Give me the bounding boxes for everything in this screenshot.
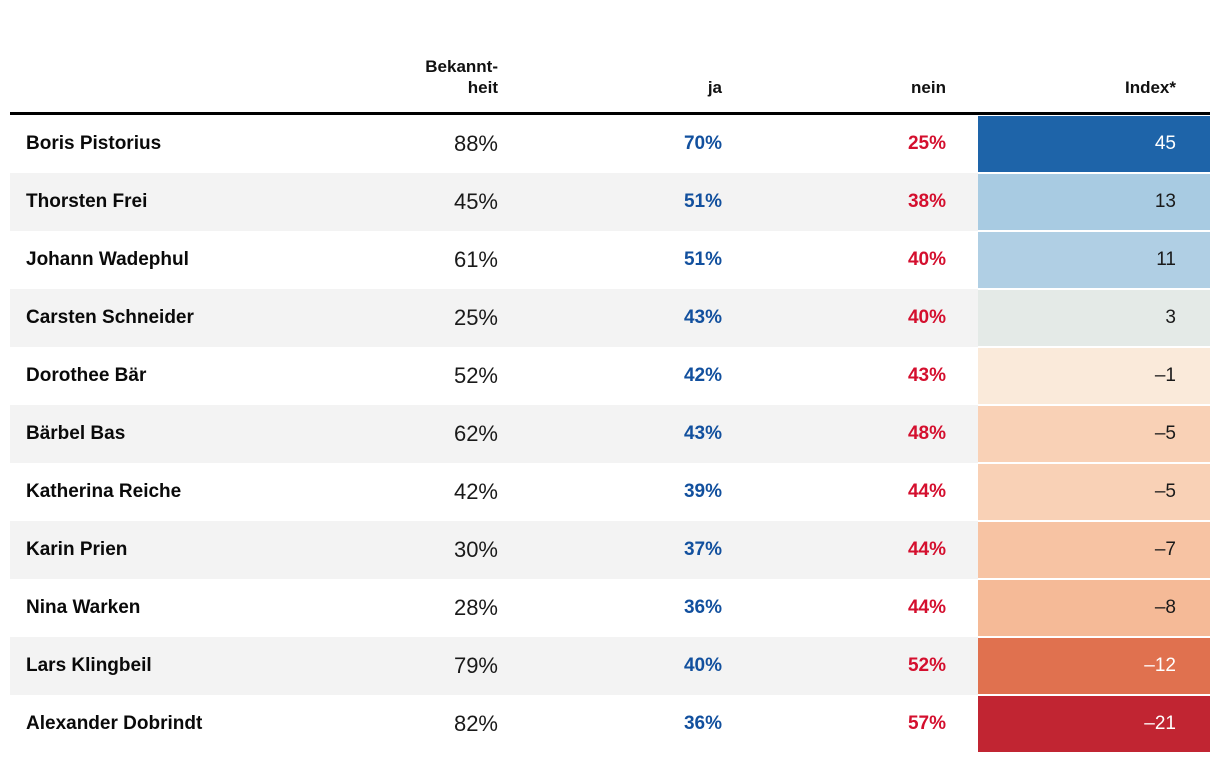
- nein-value: 44%: [907, 597, 946, 618]
- ja-value: 43%: [683, 307, 722, 328]
- table-rows: Boris Pistorius 88% 70% 25% 45 Thorsten Frei 4…: [10, 115, 1210, 753]
- index-value: 45: [978, 115, 1210, 173]
- ja-value: 36%: [683, 713, 722, 734]
- politician-name: Nina Warken: [26, 597, 141, 618]
- bekanntheit-value: 25%: [453, 305, 498, 330]
- politician-name: Alexander Dobrindt: [26, 713, 203, 734]
- ja-value: 40%: [683, 655, 722, 676]
- index-value: –7: [978, 521, 1210, 579]
- header-ja: ja: [707, 77, 722, 97]
- bekanntheit-value: 62%: [453, 421, 498, 446]
- table-row: Dorothee Bär 52% 42% 43% –1: [10, 347, 1210, 405]
- nein-value: 25%: [907, 133, 946, 154]
- bekanntheit-value: 30%: [453, 537, 498, 562]
- nein-value: 52%: [907, 655, 946, 676]
- table-row: Boris Pistorius 88% 70% 25% 45: [10, 115, 1210, 173]
- ja-value: 70%: [683, 133, 722, 154]
- nein-value: 44%: [907, 481, 946, 502]
- table-row: Karin Prien 30% 37% 44% –7: [10, 521, 1210, 579]
- bekanntheit-value: 52%: [453, 363, 498, 388]
- politician-name: Dorothee Bär: [26, 365, 147, 386]
- politician-name: Boris Pistorius: [26, 133, 162, 154]
- nein-value: 48%: [907, 423, 946, 444]
- index-value: –21: [978, 695, 1210, 753]
- table-row: Johann Wadephul 61% 51% 40% 11: [10, 231, 1210, 289]
- politician-name: Bärbel Bas: [26, 423, 126, 444]
- ja-value: 43%: [683, 423, 722, 444]
- ja-value: 39%: [683, 481, 722, 502]
- index-value: 3: [978, 289, 1210, 347]
- header-bekanntheit: Bekannt- heit: [425, 56, 498, 97]
- politician-name: Lars Klingbeil: [26, 655, 152, 676]
- table-row: Lars Klingbeil 79% 40% 52% –12: [10, 637, 1210, 695]
- header-nein: nein: [911, 77, 946, 97]
- politician-name: Karin Prien: [26, 539, 128, 560]
- nein-value: 57%: [907, 713, 946, 734]
- nein-value: 43%: [907, 365, 946, 386]
- politician-name: Katherina Reiche: [26, 481, 182, 502]
- header-spacer: [946, 98, 978, 112]
- ja-value: 36%: [683, 597, 722, 618]
- table-row: Nina Warken 28% 36% 44% –8: [10, 579, 1210, 637]
- nein-value: 44%: [907, 539, 946, 560]
- bekanntheit-value: 79%: [453, 653, 498, 678]
- table-row: Katherina Reiche 42% 39% 44% –5: [10, 463, 1210, 521]
- index-value: –1: [978, 347, 1210, 405]
- header-name: [10, 98, 266, 112]
- table-header: Bekannt- heit ja nein Index*: [10, 0, 1210, 115]
- nein-value: 40%: [907, 249, 946, 270]
- politician-name: Thorsten Frei: [26, 191, 148, 212]
- table-row: Carsten Schneider 25% 43% 40% 3: [10, 289, 1210, 347]
- bekanntheit-value: 42%: [453, 479, 498, 504]
- nein-value: 40%: [907, 307, 946, 328]
- index-value: 13: [978, 173, 1210, 231]
- index-value: –12: [978, 637, 1210, 695]
- ja-value: 42%: [683, 365, 722, 386]
- bekanntheit-value: 82%: [453, 711, 498, 736]
- politician-name: Johann Wadephul: [26, 249, 189, 270]
- ja-value: 51%: [683, 191, 722, 212]
- index-value: –8: [978, 579, 1210, 637]
- bekanntheit-value: 61%: [453, 247, 498, 272]
- table-row: Bärbel Bas 62% 43% 48% –5: [10, 405, 1210, 463]
- ja-value: 37%: [683, 539, 722, 560]
- nein-value: 38%: [907, 191, 946, 212]
- bekanntheit-value: 28%: [453, 595, 498, 620]
- index-value: –5: [978, 463, 1210, 521]
- table-row: Thorsten Frei 45% 51% 38% 13: [10, 173, 1210, 231]
- header-index: Index*: [1124, 77, 1176, 97]
- ja-value: 51%: [683, 249, 722, 270]
- index-value: –5: [978, 405, 1210, 463]
- ranking-table: Bekannt- heit ja nein Index* Boris Pisto…: [10, 0, 1210, 753]
- bekanntheit-value: 45%: [453, 189, 498, 214]
- index-value: 11: [978, 231, 1210, 289]
- bekanntheit-value: 88%: [453, 131, 498, 156]
- table-row: Alexander Dobrindt 82% 36% 57% –21: [10, 695, 1210, 753]
- politician-name: Carsten Schneider: [26, 307, 194, 328]
